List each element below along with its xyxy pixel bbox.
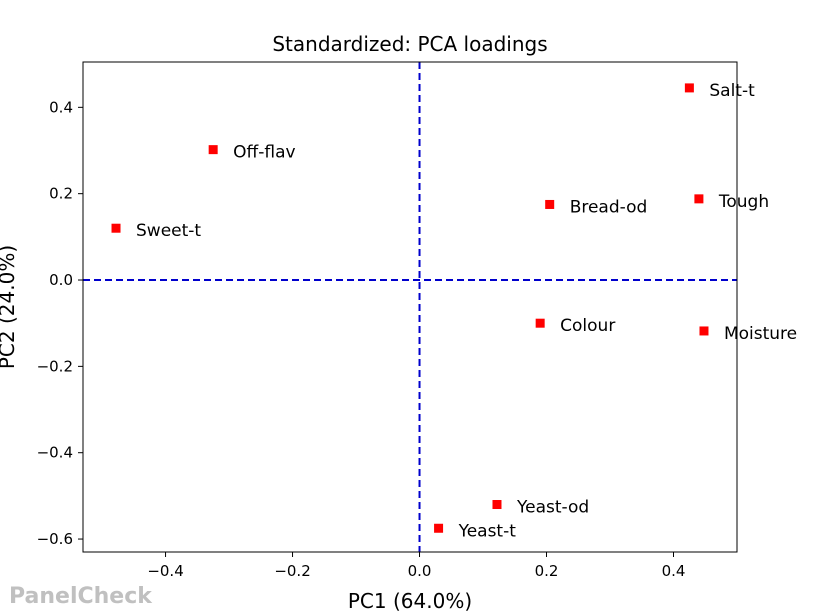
data-point — [492, 500, 502, 510]
data-point — [684, 83, 694, 93]
point-label: Colour — [560, 316, 615, 336]
x-tick-label: −0.2 — [274, 562, 310, 580]
x-tick-label: −0.4 — [147, 562, 183, 580]
point-labels: Salt-t Off-flav Tough Bread-od Sweet-t Colour… — [136, 81, 797, 541]
panelcheck-watermark: PanelCheck — [9, 584, 152, 609]
reference-lines — [83, 62, 737, 552]
data-point — [694, 194, 704, 204]
y-tick-label: −0.6 — [37, 530, 73, 548]
data-points — [111, 83, 709, 533]
y-axis-ticks: −0.6 −0.4 −0.2 0.0 0.2 0.4 — [37, 98, 83, 548]
data-point — [535, 318, 545, 328]
point-label: Salt-t — [709, 81, 755, 101]
y-tick-label: −0.4 — [37, 444, 73, 462]
point-label: Yeast-t — [458, 521, 517, 541]
x-tick-label: 0.0 — [408, 562, 432, 580]
point-label: Sweet-t — [136, 221, 201, 241]
data-point — [434, 523, 444, 533]
point-label: Yeast-od — [516, 498, 589, 518]
y-axis-label: PC2 (24.0%) — [0, 245, 19, 369]
y-tick-label: 0.4 — [49, 98, 73, 116]
chart-title: Standardized: PCA loadings — [272, 32, 547, 56]
y-tick-label: 0.0 — [49, 271, 73, 289]
data-point — [545, 199, 555, 209]
point-label: Bread-od — [570, 197, 648, 217]
y-tick-label: 0.2 — [49, 185, 73, 203]
point-label: Tough — [718, 192, 769, 212]
data-point — [208, 145, 218, 155]
data-point — [699, 326, 709, 336]
plot-area-frame — [82, 61, 738, 553]
point-label: Moisture — [724, 324, 797, 344]
point-label: Off-flav — [233, 143, 295, 163]
x-axis-ticks: −0.4 −0.2 0.0 0.2 0.4 — [147, 552, 685, 580]
data-point — [111, 223, 121, 233]
x-tick-label: 0.4 — [662, 562, 686, 580]
x-axis-label: PC1 (64.0%) — [348, 589, 472, 613]
x-tick-label: 0.2 — [535, 562, 559, 580]
y-tick-label: −0.2 — [37, 357, 73, 375]
